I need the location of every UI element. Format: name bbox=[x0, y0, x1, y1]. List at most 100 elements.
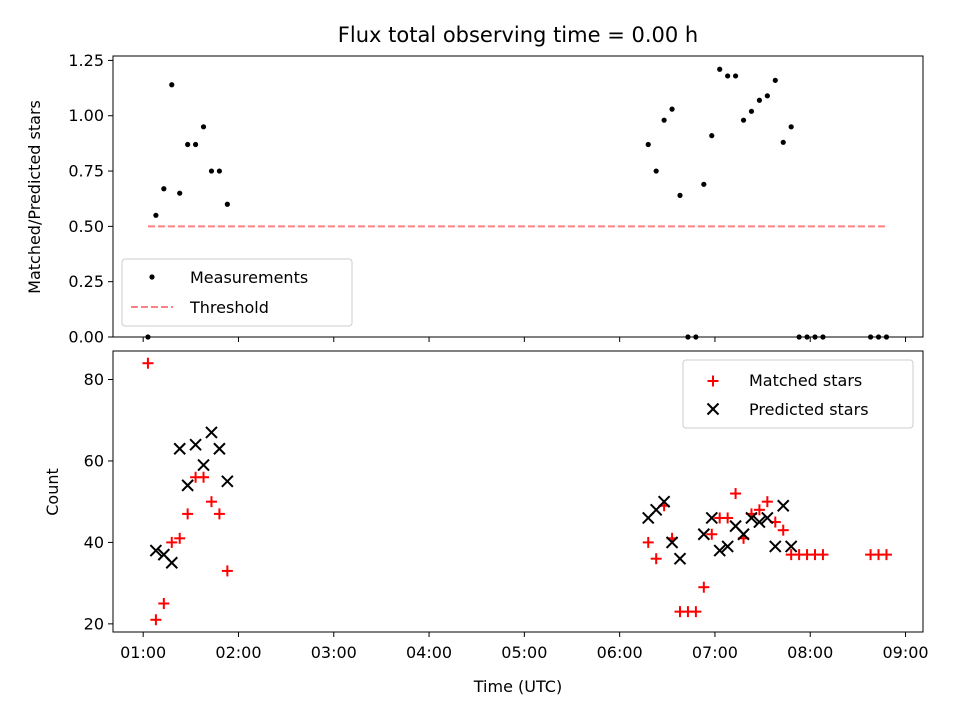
predicted-star-point bbox=[697, 528, 711, 541]
measurement-point bbox=[725, 73, 731, 79]
measurement-point bbox=[677, 192, 683, 198]
measurement-point bbox=[192, 141, 199, 148]
matched-star-point bbox=[174, 532, 186, 544]
predicted-star-point bbox=[761, 511, 774, 525]
measurement-point bbox=[764, 93, 770, 99]
matched-star-point bbox=[722, 512, 734, 524]
predicted-star-point bbox=[769, 540, 782, 553]
bottom-xtick-label: 01:00 bbox=[120, 643, 166, 662]
measurement-point bbox=[145, 334, 151, 340]
bottom-xtick-label: 05:00 bbox=[501, 643, 547, 662]
measurement-point bbox=[732, 73, 739, 79]
measurement-point bbox=[685, 334, 691, 340]
matched-star-point bbox=[642, 536, 654, 548]
measurement-point bbox=[153, 212, 159, 218]
bottom-ylabel: Count bbox=[43, 468, 62, 516]
top-ytick-label: 0.25 bbox=[68, 272, 104, 291]
legend-marker-predicted-b bbox=[706, 402, 720, 416]
top-ytick-label: 1.25 bbox=[68, 51, 104, 70]
measurement-point bbox=[161, 186, 167, 192]
matched-star-point bbox=[650, 553, 662, 565]
measurement-point bbox=[185, 141, 191, 148]
top-legend: Measurements Threshold bbox=[121, 258, 353, 327]
predicted-star-point-b bbox=[721, 540, 734, 553]
measurement-point bbox=[717, 66, 723, 72]
bottom-xtick-label: 06:00 bbox=[597, 643, 643, 662]
matched-star-point bbox=[761, 496, 773, 508]
predicted-star-point-b bbox=[189, 438, 202, 451]
measurement-point bbox=[208, 168, 215, 174]
measurement-point bbox=[693, 334, 699, 340]
predicted-star-point-b bbox=[697, 528, 711, 541]
matched-star-point bbox=[198, 471, 210, 483]
measurement-point bbox=[748, 108, 755, 114]
predicted-star-point bbox=[165, 556, 178, 569]
matched-star-point bbox=[817, 549, 829, 561]
predicted-star-point bbox=[205, 426, 218, 439]
measurement-point bbox=[740, 117, 747, 123]
predicted-star-point-b bbox=[784, 540, 798, 553]
legend-marker-matched bbox=[707, 375, 719, 387]
predicted-star-point bbox=[713, 544, 726, 557]
measurement-point bbox=[883, 334, 890, 340]
predicted-star-point-b bbox=[753, 515, 766, 529]
top-ytick-label: 1.00 bbox=[68, 106, 104, 125]
bottom-ytick-label: 40 bbox=[84, 533, 104, 552]
measurement-point bbox=[653, 168, 659, 174]
chart-title: Flux total observing time = 0.00 h bbox=[338, 23, 698, 47]
predicted-star-point bbox=[745, 511, 758, 525]
predicted-star-point-b bbox=[665, 536, 679, 549]
bottom-xlabel: Time (UTC) bbox=[473, 677, 562, 696]
matched-star-point bbox=[166, 536, 178, 548]
legend-marker-predicted bbox=[706, 402, 720, 416]
measurement-point bbox=[709, 133, 715, 139]
predicted-star-point bbox=[784, 540, 798, 553]
predicted-star-point-b bbox=[657, 495, 671, 508]
predicted-star-point-b bbox=[705, 511, 718, 525]
matched-star-point bbox=[150, 614, 162, 626]
predicted-star-point-b bbox=[673, 552, 687, 565]
predicted-star-point-b bbox=[221, 475, 234, 488]
predicted-star-point-b bbox=[777, 499, 790, 512]
predicted-star-point-b bbox=[713, 544, 726, 557]
predicted-star-point-b bbox=[165, 556, 178, 569]
bottom-ytick-label: 60 bbox=[84, 451, 104, 470]
measurement-point bbox=[669, 106, 675, 112]
measurement-point bbox=[788, 124, 794, 130]
matched-star-point bbox=[730, 488, 742, 500]
matched-star-point bbox=[698, 581, 710, 593]
predicted-star-point bbox=[213, 442, 226, 455]
bottom-plot-frame bbox=[112, 350, 924, 633]
top-plot-frame bbox=[112, 55, 924, 338]
bottom-panel: 20 40 60 80 01:00 02:00 03:00 04:00 05:00 06:00 07… bbox=[84, 350, 929, 662]
predicted-star-point bbox=[189, 438, 202, 451]
matched-star-point bbox=[221, 565, 233, 577]
measurement-point bbox=[812, 334, 818, 340]
predicted-star-point bbox=[777, 499, 790, 512]
bottom-ytick-label: 20 bbox=[84, 614, 104, 633]
predicted-star-point bbox=[753, 515, 766, 529]
top-ytick-label: 0.75 bbox=[68, 162, 104, 181]
predicted-star-point bbox=[149, 544, 163, 557]
predicted-star-point bbox=[665, 536, 679, 549]
bottom-xtick-label: 09:00 bbox=[882, 643, 928, 662]
legend-label-threshold: Threshold bbox=[189, 298, 269, 317]
predicted-star-point bbox=[181, 479, 194, 492]
measurement-point bbox=[661, 117, 667, 123]
measurement-point bbox=[804, 334, 810, 340]
predicted-star-point-b bbox=[769, 540, 782, 553]
predicted-star-point-b bbox=[745, 511, 758, 525]
predicted-star-point-b bbox=[737, 528, 750, 541]
bottom-xtick-label: 04:00 bbox=[406, 643, 452, 662]
measurement-point bbox=[169, 82, 175, 88]
predicted-star-point-b bbox=[729, 519, 742, 533]
bottom-ytick-label: 80 bbox=[84, 370, 104, 389]
predicted-star-point-b bbox=[181, 479, 194, 492]
legend-label-predicted: Predicted stars bbox=[749, 400, 869, 419]
predicted-star-point bbox=[673, 552, 687, 565]
measurement-point bbox=[701, 181, 707, 187]
matched-star-point bbox=[777, 524, 789, 536]
matched-star-point bbox=[706, 528, 718, 540]
measurement-point bbox=[820, 334, 826, 340]
